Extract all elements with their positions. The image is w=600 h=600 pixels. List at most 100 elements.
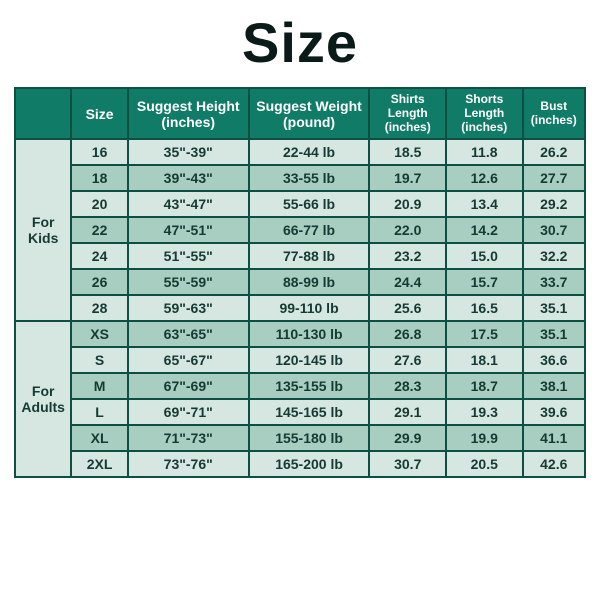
table-row: 2655"-59"88-99 lb24.415.733.7 — [15, 269, 585, 295]
height-cell: 71"-73" — [128, 425, 249, 451]
shirts-cell: 24.4 — [369, 269, 446, 295]
bust-cell: 39.6 — [523, 399, 585, 425]
shirts-cell: 25.6 — [369, 295, 446, 321]
size-cell: 28 — [71, 295, 127, 321]
size-cell: 18 — [71, 165, 127, 191]
shirts-cell: 22.0 — [369, 217, 446, 243]
size-cell: 22 — [71, 217, 127, 243]
weight-cell: 165-200 lb — [249, 451, 370, 477]
height-cell: 51"-55" — [128, 243, 249, 269]
weight-cell: 88-99 lb — [249, 269, 370, 295]
shirts-cell: 19.7 — [369, 165, 446, 191]
shorts-cell: 16.5 — [446, 295, 523, 321]
bust-cell: 33.7 — [523, 269, 585, 295]
size-chart-table: SizeSuggest Height(inches)Suggest Weight… — [14, 87, 586, 478]
size-cell: 16 — [71, 139, 127, 165]
weight-cell: 120-145 lb — [249, 347, 370, 373]
group-label-cell: ForKids — [15, 139, 71, 321]
table-row: 2043"-47"55-66 lb20.913.429.2 — [15, 191, 585, 217]
bust-cell: 30.7 — [523, 217, 585, 243]
table-row: 2247"-51"66-77 lb22.014.230.7 — [15, 217, 585, 243]
shirts-cell: 28.3 — [369, 373, 446, 399]
table-row: 2XL73"-76"165-200 lb30.720.542.6 — [15, 451, 585, 477]
header-cell: Size — [71, 88, 127, 139]
height-cell: 67"-69" — [128, 373, 249, 399]
table-row: 2859"-63"99-110 lb25.616.535.1 — [15, 295, 585, 321]
shorts-cell: 13.4 — [446, 191, 523, 217]
size-cell: 20 — [71, 191, 127, 217]
bust-cell: 38.1 — [523, 373, 585, 399]
weight-cell: 55-66 lb — [249, 191, 370, 217]
table-head: SizeSuggest Height(inches)Suggest Weight… — [15, 88, 585, 139]
header-sub: (pound) — [252, 114, 367, 130]
header-sub: (inches) — [526, 114, 582, 128]
shorts-cell: 15.0 — [446, 243, 523, 269]
weight-cell: 135-155 lb — [249, 373, 370, 399]
shirts-cell: 20.9 — [369, 191, 446, 217]
weight-cell: 22-44 lb — [249, 139, 370, 165]
size-cell: M — [71, 373, 127, 399]
shirts-cell: 29.9 — [369, 425, 446, 451]
height-cell: 65"-67" — [128, 347, 249, 373]
height-cell: 69"-71" — [128, 399, 249, 425]
header-main: Shirts Length — [372, 93, 443, 121]
height-cell: 59"-63" — [128, 295, 249, 321]
shorts-cell: 15.7 — [446, 269, 523, 295]
header-sub: (inches) — [131, 114, 246, 130]
header-row: SizeSuggest Height(inches)Suggest Weight… — [15, 88, 585, 139]
table-row: XL71"-73"155-180 lb29.919.941.1 — [15, 425, 585, 451]
height-cell: 55"-59" — [128, 269, 249, 295]
table-row: M67"-69"135-155 lb28.318.738.1 — [15, 373, 585, 399]
weight-cell: 77-88 lb — [249, 243, 370, 269]
bust-cell: 35.1 — [523, 295, 585, 321]
group-label-word: For — [18, 383, 68, 399]
group-label-cell: ForAdults — [15, 321, 71, 477]
size-cell: S — [71, 347, 127, 373]
weight-cell: 66-77 lb — [249, 217, 370, 243]
weight-cell: 99-110 lb — [249, 295, 370, 321]
table-row: 2451"-55"77-88 lb23.215.032.2 — [15, 243, 585, 269]
bust-cell: 42.6 — [523, 451, 585, 477]
bust-cell: 26.2 — [523, 139, 585, 165]
table-row: S65"-67"120-145 lb27.618.136.6 — [15, 347, 585, 373]
shirts-cell: 18.5 — [369, 139, 446, 165]
header-cell: Suggest Weight(pound) — [249, 88, 370, 139]
group-label-word: For — [18, 214, 68, 230]
header-main: Size — [74, 106, 124, 122]
bust-cell: 41.1 — [523, 425, 585, 451]
height-cell: 43"-47" — [128, 191, 249, 217]
header-cell: Shorts Length(inches) — [446, 88, 523, 139]
header-cell: Suggest Height(inches) — [128, 88, 249, 139]
header-main: Bust — [526, 100, 582, 114]
shirts-cell: 23.2 — [369, 243, 446, 269]
size-cell: XS — [71, 321, 127, 347]
shorts-cell: 19.3 — [446, 399, 523, 425]
weight-cell: 155-180 lb — [249, 425, 370, 451]
height-cell: 73"-76" — [128, 451, 249, 477]
shorts-cell: 14.2 — [446, 217, 523, 243]
shirts-cell: 29.1 — [369, 399, 446, 425]
shorts-cell: 12.6 — [446, 165, 523, 191]
table-row: ForAdultsXS63"-65"110-130 lb26.817.535.1 — [15, 321, 585, 347]
header-main: Shorts Length — [449, 93, 520, 121]
shorts-cell: 18.7 — [446, 373, 523, 399]
height-cell: 35"-39" — [128, 139, 249, 165]
header-main: Suggest Weight — [252, 98, 367, 114]
header-main: Suggest Height — [131, 98, 246, 114]
group-label-word: Adults — [18, 399, 68, 415]
height-cell: 47"-51" — [128, 217, 249, 243]
shorts-cell: 18.1 — [446, 347, 523, 373]
size-cell: 2XL — [71, 451, 127, 477]
bust-cell: 27.7 — [523, 165, 585, 191]
shorts-cell: 11.8 — [446, 139, 523, 165]
table-row: ForKids1635"-39"22-44 lb18.511.826.2 — [15, 139, 585, 165]
weight-cell: 145-165 lb — [249, 399, 370, 425]
shirts-cell: 26.8 — [369, 321, 446, 347]
header-sub: (inches) — [372, 121, 443, 135]
bust-cell: 29.2 — [523, 191, 585, 217]
size-cell: XL — [71, 425, 127, 451]
shorts-cell: 19.9 — [446, 425, 523, 451]
bust-cell: 35.1 — [523, 321, 585, 347]
header-cell: Bust(inches) — [523, 88, 585, 139]
shorts-cell: 20.5 — [446, 451, 523, 477]
